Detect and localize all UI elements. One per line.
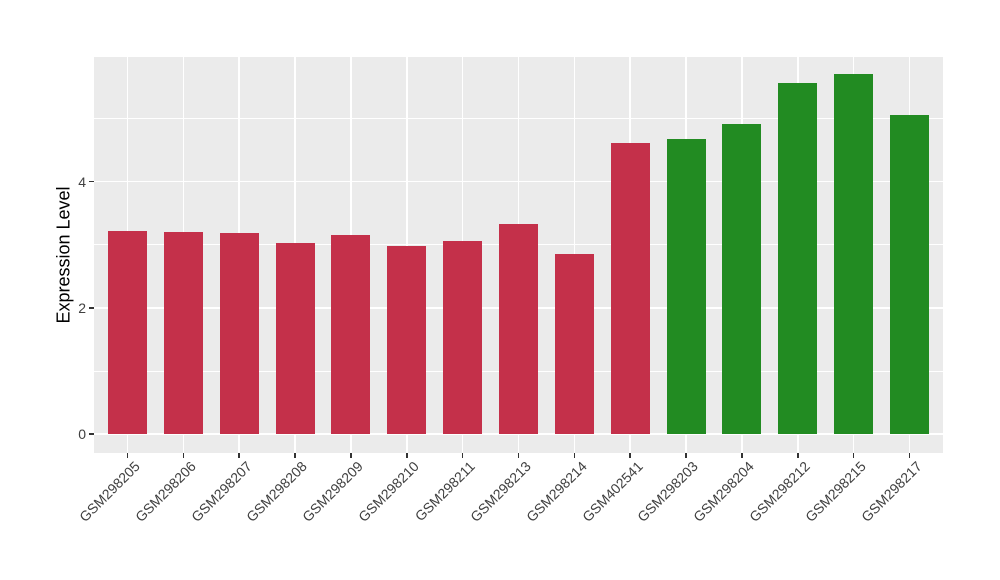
bar <box>554 253 594 434</box>
y-tick-label: 2 <box>78 299 86 316</box>
x-tick-mark <box>852 453 855 458</box>
bar <box>387 245 427 434</box>
y-tick-label: 0 <box>78 426 86 442</box>
y-tick-mark <box>89 180 94 183</box>
x-tick-mark <box>741 453 743 458</box>
bar <box>666 138 706 434</box>
plot-panel <box>94 57 943 453</box>
bar <box>889 114 930 434</box>
bar <box>275 242 315 434</box>
bar <box>443 240 483 434</box>
x-tick-mark <box>685 453 687 458</box>
y-tick-mark <box>89 433 94 435</box>
x-tick-mark <box>908 453 911 458</box>
bar <box>107 231 148 434</box>
bar <box>498 223 539 434</box>
x-tick-mark <box>629 453 631 458</box>
bar <box>331 235 371 434</box>
x-tick-mark <box>350 453 352 458</box>
y-tick-label: 4 <box>78 173 86 190</box>
bar <box>163 232 203 434</box>
bar <box>610 143 650 434</box>
x-tick-mark <box>406 453 408 458</box>
x-tick-mark <box>573 453 576 458</box>
bar <box>834 74 874 434</box>
bar <box>778 82 818 434</box>
x-tick-mark <box>126 453 129 458</box>
y-tick-mark <box>89 307 94 309</box>
x-tick-mark <box>461 453 464 458</box>
x-tick-mark <box>238 453 240 458</box>
x-tick-mark <box>797 453 799 458</box>
x-tick-mark <box>182 453 185 458</box>
bar <box>219 233 259 434</box>
x-tick-mark <box>517 453 520 458</box>
bar <box>722 123 762 434</box>
x-tick-mark <box>294 453 296 458</box>
